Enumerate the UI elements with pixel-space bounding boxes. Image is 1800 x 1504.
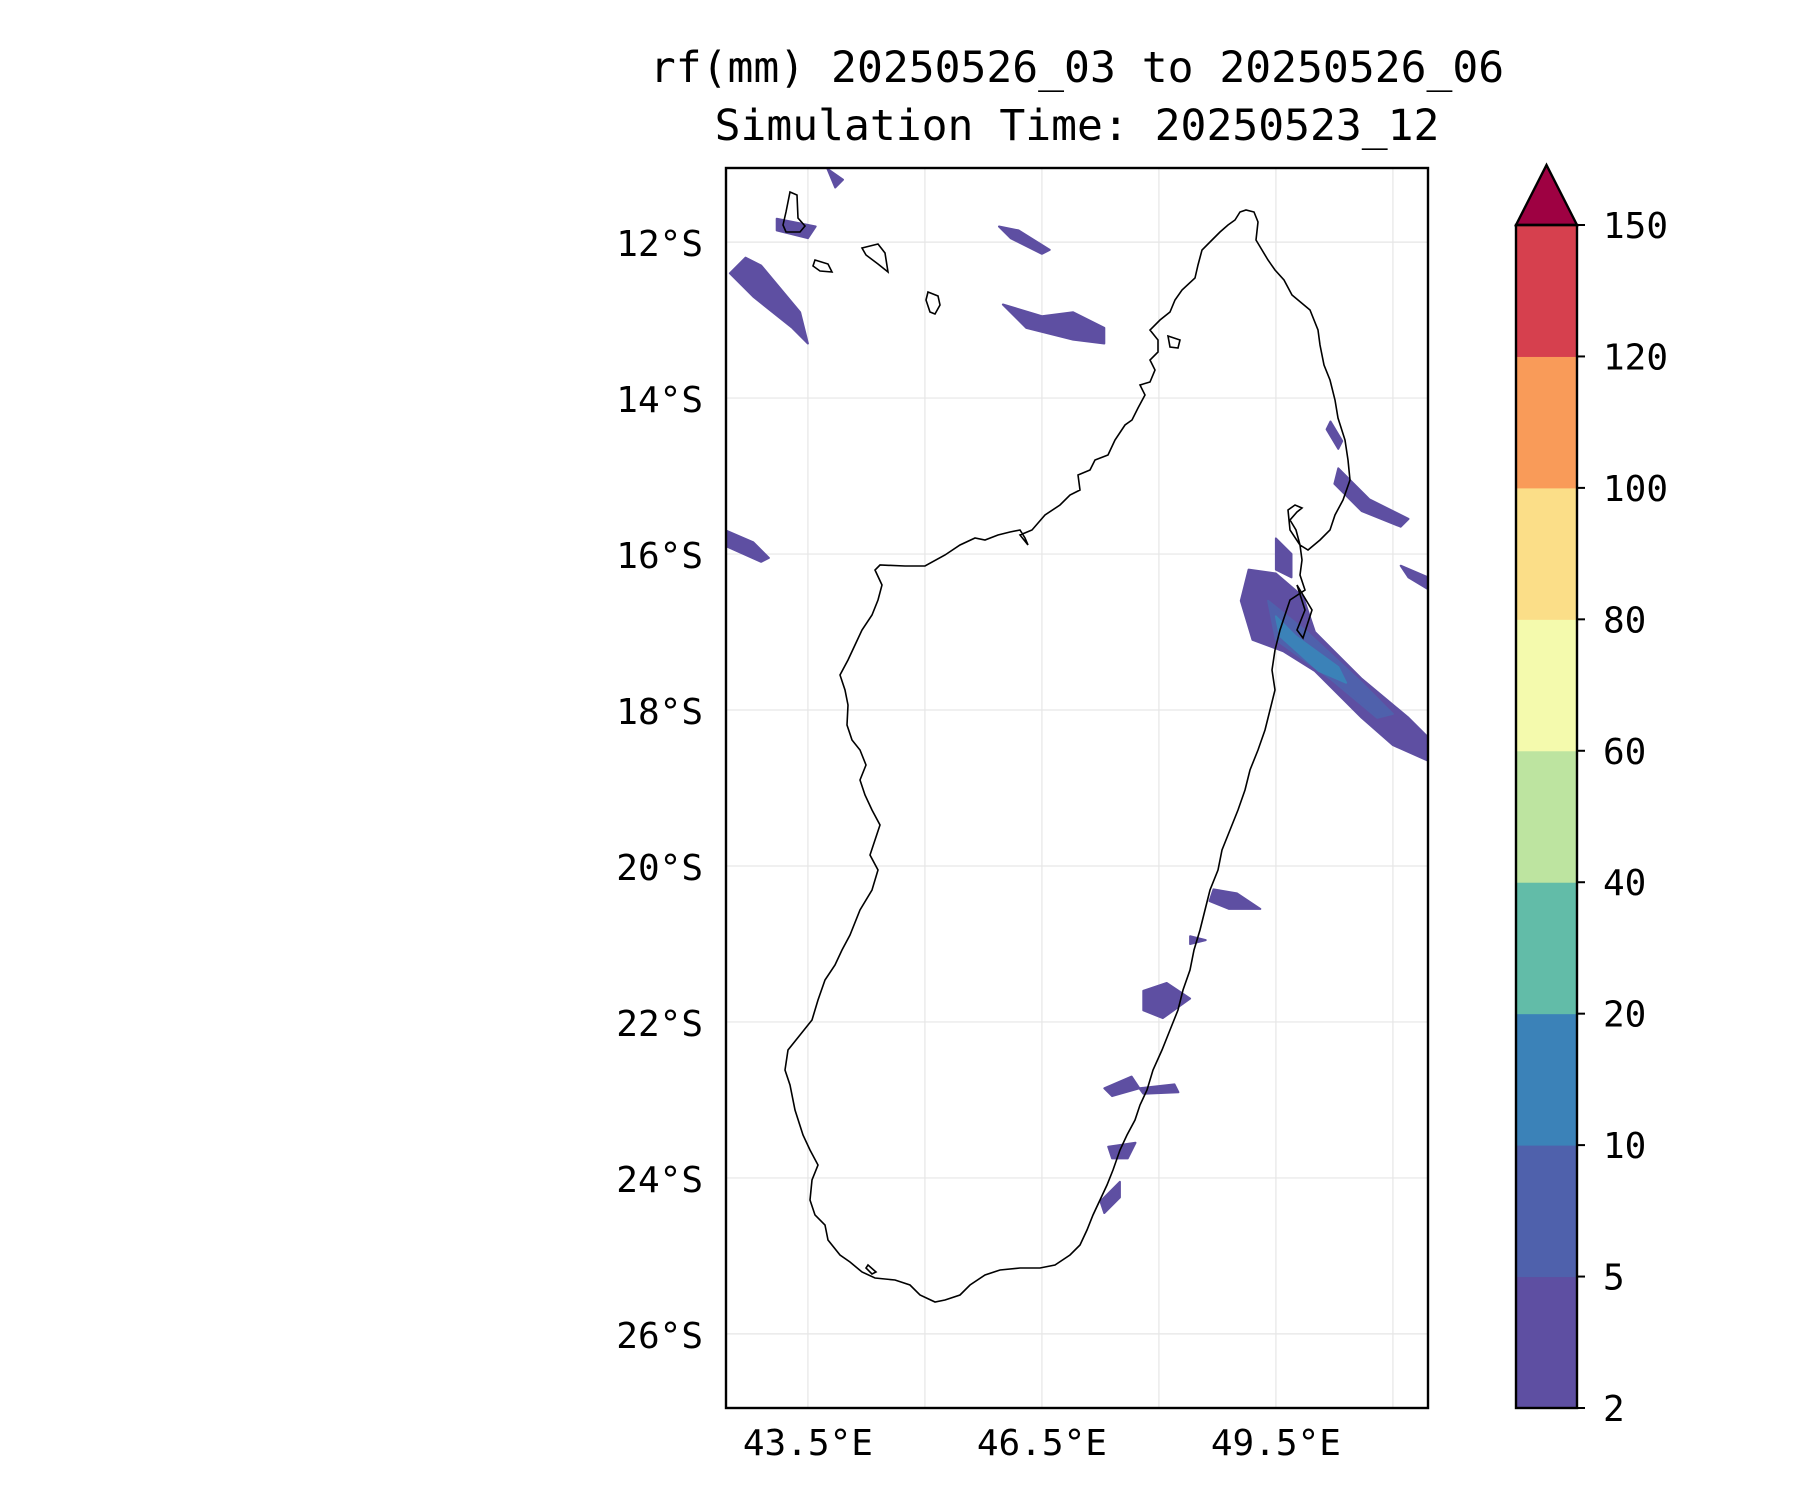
rain-area-band-e-peak	[1274, 615, 1348, 684]
map-background	[726, 168, 1428, 1408]
colorbar-segment	[1516, 1145, 1577, 1278]
colorbar-tick-label: 20	[1603, 995, 1646, 1036]
colorbar-tick-label: 100	[1603, 469, 1668, 510]
island-coastline-5	[1166, 334, 1181, 349]
colorbar-segment	[1516, 750, 1577, 883]
coastline	[782, 190, 1351, 1303]
map-plot-area	[726, 168, 1428, 1408]
rain-area-band-e-small-1	[1274, 537, 1293, 579]
rain-area-band-ne-3	[1399, 564, 1428, 591]
colorbar-segment	[1516, 619, 1577, 752]
colorbar-frame	[1514, 223, 1579, 1410]
lat-tick-label: 20°S	[616, 848, 703, 889]
map-frame	[724, 166, 1430, 1410]
rain-area-band-ne-1	[1325, 420, 1344, 450]
rain-area-band-e-small-2	[1208, 888, 1262, 910]
rain-area-band-n-3	[826, 168, 844, 189]
lat-tick-label: 14°S	[616, 380, 703, 421]
rain-area-band-se-5	[1099, 1180, 1121, 1214]
rain-area-band-nw-1	[728, 256, 809, 345]
island-coastline-7	[864, 1263, 878, 1275]
island-coastline-3	[860, 243, 890, 274]
lat-tick-label: 16°S	[616, 536, 703, 577]
colorbar: 2 5 10 20 40 60 80 100 120 150	[1514, 162, 1668, 1430]
lon-tick-label: 43.5°E	[743, 1423, 873, 1464]
island-coastline-4	[925, 290, 941, 316]
lat-tick-label: 18°S	[616, 692, 703, 733]
island-coastline-2	[812, 259, 834, 273]
rain-area-band-se-3	[1138, 1083, 1180, 1095]
colorbar-segment	[1516, 487, 1577, 620]
lat-tick-label: 26°S	[616, 1316, 703, 1357]
figure-title-line1: rf(mm) 20250526_03 to 20250526_06	[650, 43, 1504, 93]
rain-area-band-n-1	[998, 225, 1051, 255]
colorbar-tick-label: 120	[1603, 337, 1668, 378]
colorbar-segment	[1516, 882, 1577, 1015]
figure-title-line2: Simulation Time: 20250523_12	[715, 101, 1440, 151]
map-axis-labels: 12°S 14°S 16°S 18°S 20°S 22°S 24°S 26°S 43.5°E 46…	[616, 224, 1341, 1464]
lat-tick-label: 24°S	[616, 1160, 703, 1201]
rain-area-band-se-4	[1107, 1141, 1137, 1160]
graticule	[726, 168, 1428, 1408]
colorbar-tick-label: 40	[1603, 863, 1646, 904]
colorbar-segment	[1516, 1013, 1577, 1146]
rain-area-band-ne-2	[1333, 467, 1410, 528]
rain-area-band-se-1	[1142, 982, 1192, 1020]
lon-tick-label: 46.5°E	[977, 1423, 1107, 1464]
island-coastline-1	[782, 190, 807, 233]
lat-tick-label: 12°S	[616, 224, 703, 265]
lon-tick-label: 49.5°E	[1211, 1423, 1341, 1464]
colorbar-tick-label: 60	[1603, 732, 1646, 773]
rain-area-band-w-coast	[726, 529, 770, 563]
colorbar-segment	[1516, 225, 1577, 357]
colorbar-tick-label: 150	[1603, 206, 1668, 247]
colorbar-tick-label: 80	[1603, 600, 1646, 641]
colorbar-segment	[1516, 1276, 1577, 1409]
colorbar-tick-label: 2	[1603, 1389, 1625, 1430]
rainfall-contours	[726, 168, 1428, 1214]
colorbar-segment	[1516, 356, 1577, 489]
colorbar-extend-arrow	[1514, 162, 1579, 227]
colorbar-tick-label: 5	[1603, 1258, 1625, 1299]
rain-area-band-e-core	[1267, 599, 1394, 719]
colorbar-tick-label: 10	[1603, 1126, 1646, 1167]
madagascar-coastline	[784, 209, 1351, 1303]
rain-area-band-n-2	[1001, 303, 1106, 345]
island-coastline-6	[1296, 584, 1313, 640]
lat-tick-label: 22°S	[616, 1004, 703, 1045]
